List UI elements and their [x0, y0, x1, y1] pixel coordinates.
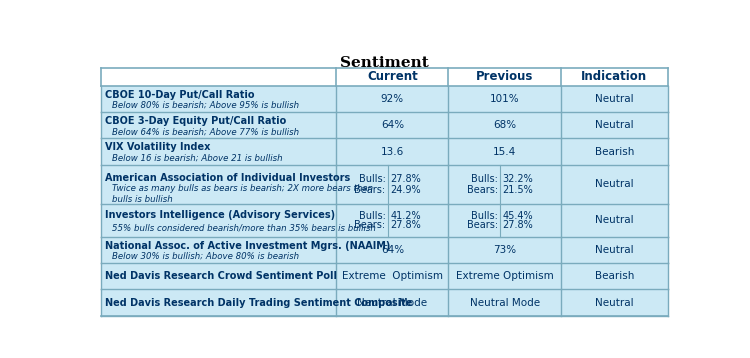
Text: Bulls:: Bulls:: [471, 211, 498, 221]
Text: 92%: 92%: [381, 94, 404, 104]
Text: 55% bulls considered bearish/more than 35% bears is bullish: 55% bulls considered bearish/more than 3…: [112, 224, 376, 233]
Text: CBOE 10-Day Put/Call Ratio: CBOE 10-Day Put/Call Ratio: [105, 90, 255, 100]
Text: Bears:: Bears:: [354, 221, 386, 231]
Text: Bears:: Bears:: [466, 185, 498, 195]
Text: Bulls:: Bulls:: [358, 211, 386, 221]
Text: 27.8%: 27.8%: [390, 221, 421, 231]
Text: Previous: Previous: [476, 70, 533, 83]
Text: Twice as many bulls as bears is bearish; 2X more bears than
bulls is bullish: Twice as many bulls as bears is bearish;…: [112, 184, 374, 204]
Text: 64%: 64%: [381, 120, 404, 130]
Text: Current: Current: [367, 70, 418, 83]
Text: Neutral: Neutral: [595, 179, 634, 189]
Text: Neutral Mode: Neutral Mode: [470, 297, 540, 308]
Text: 27.8%: 27.8%: [390, 174, 421, 184]
Bar: [100, 165, 668, 204]
Text: Bulls:: Bulls:: [358, 174, 386, 184]
Text: American Association of Individual Investors: American Association of Individual Inves…: [105, 173, 350, 183]
Bar: [100, 263, 668, 290]
Text: 32.2%: 32.2%: [503, 174, 533, 184]
Text: Bears:: Bears:: [466, 221, 498, 231]
Text: Extreme Optimism: Extreme Optimism: [456, 271, 554, 281]
Text: Below 16 is bearish; Above 21 is bullish: Below 16 is bearish; Above 21 is bullish: [112, 154, 283, 163]
Text: Neutral Mode: Neutral Mode: [357, 297, 428, 308]
Text: Ned Davis Research Daily Trading Sentiment Composite: Ned Davis Research Daily Trading Sentime…: [105, 297, 412, 308]
Bar: [100, 139, 668, 165]
Text: Below 80% is bearish; Above 95% is bullish: Below 80% is bearish; Above 95% is bulli…: [112, 101, 299, 110]
Text: 68%: 68%: [493, 120, 516, 130]
Text: 27.8%: 27.8%: [503, 221, 533, 231]
Text: Bearish: Bearish: [595, 147, 634, 157]
Text: 15.4: 15.4: [493, 147, 516, 157]
Text: Bearish: Bearish: [595, 271, 634, 281]
Text: Extreme  Optimism: Extreme Optimism: [342, 271, 442, 281]
Text: 45.4%: 45.4%: [503, 211, 533, 221]
Text: Neutral: Neutral: [595, 215, 634, 225]
Text: Below 64% is bearish; Above 77% is bullish: Below 64% is bearish; Above 77% is bulli…: [112, 127, 299, 136]
Text: CBOE 3-Day Equity Put/Call Ratio: CBOE 3-Day Equity Put/Call Ratio: [105, 116, 286, 126]
Text: Bulls:: Bulls:: [471, 174, 498, 184]
Text: 101%: 101%: [490, 94, 520, 104]
Text: 24.9%: 24.9%: [390, 185, 421, 195]
Text: Neutral: Neutral: [595, 94, 634, 104]
Text: Sentiment: Sentiment: [340, 57, 429, 71]
Text: 21.5%: 21.5%: [503, 185, 533, 195]
Bar: [100, 112, 668, 139]
Text: Neutral: Neutral: [595, 245, 634, 255]
Text: Neutral: Neutral: [595, 297, 634, 308]
Text: VIX Volatility Index: VIX Volatility Index: [105, 142, 211, 153]
Text: 73%: 73%: [493, 245, 516, 255]
Text: Below 30% is bullish; Above 80% is bearish: Below 30% is bullish; Above 80% is beari…: [112, 252, 299, 261]
Text: 64%: 64%: [381, 245, 404, 255]
Text: National Assoc. of Active Investment Mgrs. (NAAIM): National Assoc. of Active Investment Mgr…: [105, 241, 391, 251]
Bar: [100, 86, 668, 112]
Text: Bears:: Bears:: [354, 185, 386, 195]
Text: Neutral: Neutral: [595, 120, 634, 130]
Text: Ned Davis Research Crowd Sentiment Poll: Ned Davis Research Crowd Sentiment Poll: [105, 271, 338, 281]
Bar: [100, 237, 668, 263]
Text: 13.6: 13.6: [381, 147, 404, 157]
Text: 41.2%: 41.2%: [390, 211, 421, 221]
Text: Indication: Indication: [581, 70, 647, 83]
Bar: [100, 68, 668, 86]
Bar: [100, 204, 668, 237]
Bar: [100, 290, 668, 316]
Text: Investors Intelligence (Advisory Services): Investors Intelligence (Advisory Service…: [105, 210, 335, 220]
